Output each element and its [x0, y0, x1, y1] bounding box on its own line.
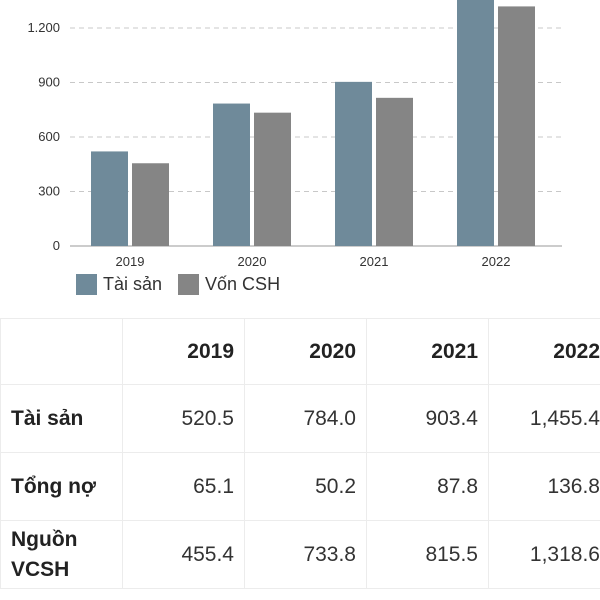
bar-equity [254, 112, 291, 246]
table-cell: 65.1 [122, 452, 245, 521]
table-cell: 455.4 [122, 520, 245, 589]
table-cell: 1,318.6 [488, 520, 600, 589]
table-cell: 733.8 [244, 520, 367, 589]
bar-assets [457, 0, 494, 246]
legend-swatch-equity [178, 273, 200, 295]
y-tick-label: 300 [38, 183, 60, 198]
header-cell-2019: 2019 [122, 318, 245, 385]
y-tick-label: 600 [38, 129, 60, 144]
x-tick-label: 2022 [482, 254, 511, 269]
bar-assets [335, 81, 372, 246]
row-label-total-debt: Tổng nợ [0, 452, 123, 521]
table-cell: 815.5 [366, 520, 489, 589]
header-cell-2022: 2022 [488, 318, 600, 385]
header-cell-2021: 2021 [366, 318, 489, 385]
x-tick-label: 2020 [238, 254, 267, 269]
table-cell: 50.2 [244, 452, 367, 521]
bar-equity [498, 6, 535, 246]
bar-equity [376, 97, 413, 247]
table-cell: 136.8 [488, 452, 600, 521]
legend-swatch-assets [76, 273, 97, 295]
legend-item-equity: Vốn CSH [178, 273, 281, 295]
row-label-assets: Tài sản [0, 384, 123, 453]
bar-assets [213, 103, 250, 246]
bar-equity [132, 163, 169, 246]
table-header-row: 2019 2020 2021 2022 [0, 318, 600, 385]
table-cell: 87.8 [366, 452, 489, 521]
table-cell: 520.5 [122, 384, 245, 453]
y-tick-label: 1.200 [27, 20, 60, 35]
table-row-assets: Tài sản 520.5 784.0 903.4 1,455.4 [0, 384, 600, 453]
table-cell: 903.4 [366, 384, 489, 453]
table-cell: 1,455.4 [488, 384, 600, 453]
legend-label-assets: Tài sản [103, 273, 163, 294]
y-tick-label: 0 [53, 238, 60, 253]
table-row-total-debt: Tổng nợ 65.1 50.2 87.8 136.8 [0, 452, 600, 521]
table-cell: 784.0 [244, 384, 367, 453]
chart-svg: 0 300 600 900 1.200 2019 2020 2021 2022 [27, 0, 562, 269]
chart-legend: Tài sản Vốn CSH [76, 272, 296, 296]
x-tick-label: 2019 [116, 254, 145, 269]
x-tick-label: 2021 [360, 254, 389, 269]
header-cell-2020: 2020 [244, 318, 367, 385]
legend-item-assets: Tài sản [76, 273, 163, 295]
y-tick-label: 900 [38, 74, 60, 89]
legend-label-equity: Vốn CSH [205, 273, 281, 294]
table-row-equity: Nguồn VCSH 455.4 733.8 815.5 1,318.6 [0, 520, 600, 589]
bar-chart: 0 300 600 900 1.200 2019 2020 2021 2022 [0, 0, 600, 270]
row-label-equity: Nguồn VCSH [0, 520, 123, 589]
bar-assets [91, 151, 128, 246]
header-cell-empty [0, 318, 123, 385]
financial-table: 2019 2020 2021 2022 Tài sản 520.5 784.0 … [0, 318, 600, 600]
